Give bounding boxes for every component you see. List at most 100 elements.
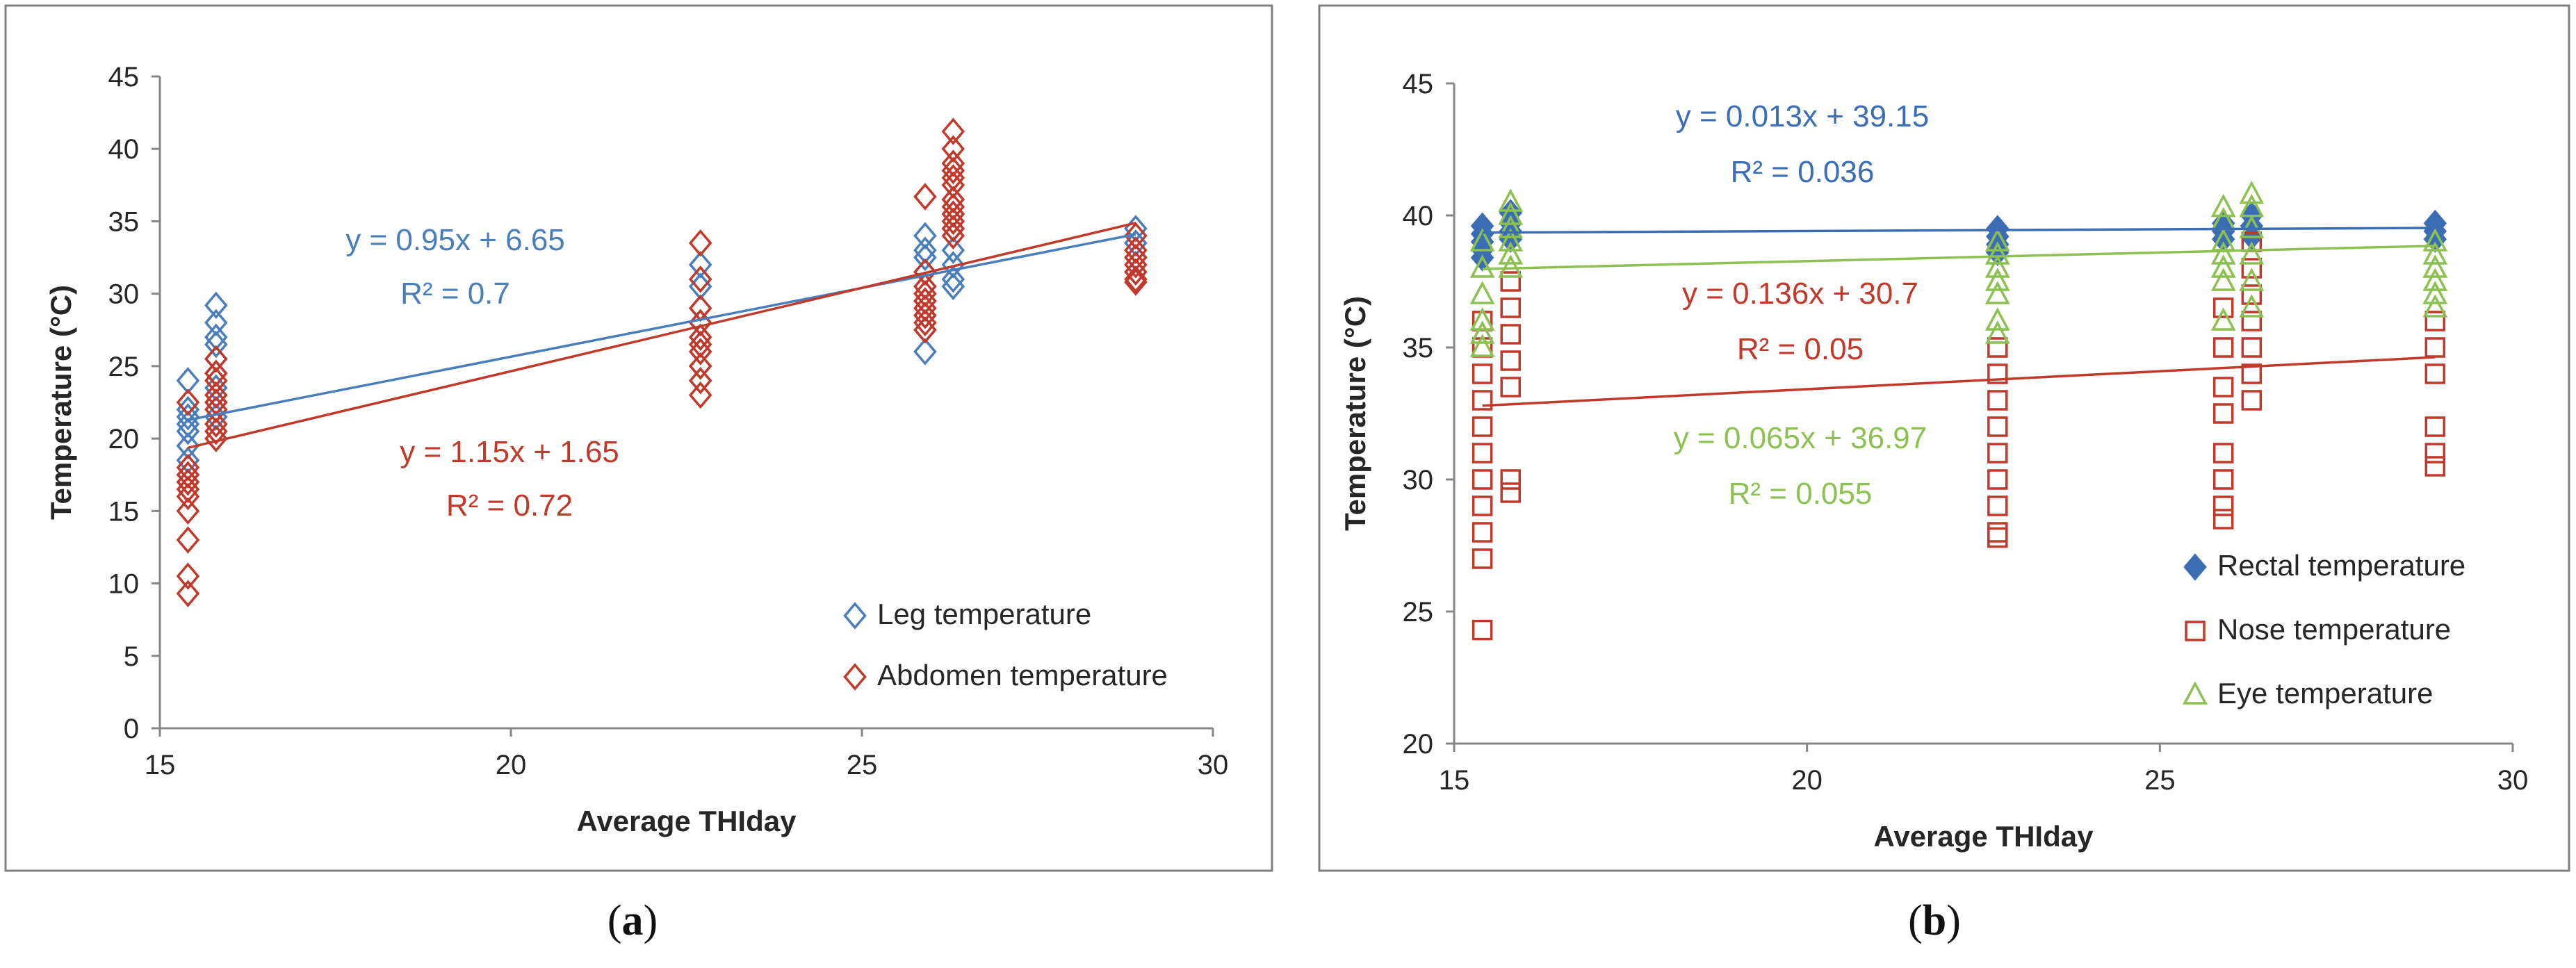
chart-a-point: [204, 395, 228, 424]
chart-a-y-tick-label: 20: [108, 424, 140, 454]
chart-b-y-tick-label: 25: [1403, 597, 1434, 627]
chart-a-point: [204, 309, 228, 337]
chart-a-point: [913, 258, 937, 286]
chart-b-point: [2241, 258, 2263, 279]
chart-a-point: [176, 403, 200, 431]
chart-a-x-tick-label: 15: [145, 750, 176, 780]
chart-a-point: [204, 330, 228, 359]
chart-b-point: [1987, 469, 2008, 490]
chart-b-point: [1500, 271, 1521, 292]
chart-a-point: [176, 432, 200, 460]
chart-a-point: [913, 236, 937, 264]
chart-b-point: [1987, 495, 2008, 516]
chart-b-point: [2239, 180, 2265, 204]
chart-b-point: [1500, 350, 1521, 371]
chart-a-point: [176, 446, 200, 475]
chart-a-point: [913, 183, 937, 211]
chart-b-x-tick-label: 25: [2144, 765, 2176, 796]
chart-b-point: [1984, 268, 2010, 291]
chart-a-point: [204, 425, 228, 452]
chart-b-point: [1472, 363, 1493, 384]
chart-b-point: [1984, 228, 2010, 252]
chart-b-y-tick-label: 40: [1403, 201, 1434, 231]
chart-b-point: [1469, 320, 1495, 344]
chart-b-point: [1500, 297, 1521, 318]
chart-b-point: [2424, 443, 2446, 464]
chart-a-point: [176, 410, 200, 438]
chart-b-point: [2424, 311, 2446, 331]
chart-b-point: [1498, 254, 1524, 278]
chart-a-y-tick-label: 5: [124, 641, 139, 672]
chart-a-point: [688, 265, 712, 293]
chart-a-y-tick-label: 0: [124, 714, 139, 744]
chart-a-legend-marker: [843, 663, 867, 691]
chart-b-trendline: [1482, 227, 2436, 234]
chart-a-point: [941, 215, 965, 243]
chart-b-point: [1987, 443, 2008, 464]
chart-b-x-tick-label: 15: [1439, 765, 1470, 796]
chart-a-point: [176, 526, 200, 554]
chart-a-point: [204, 381, 228, 409]
chart-b-point: [1469, 254, 1495, 278]
chart-a-point: [176, 497, 200, 525]
chart-a-point: [913, 243, 937, 272]
chart-b-point: [2212, 509, 2234, 530]
chart-b-y-tick-label: 20: [1403, 729, 1434, 760]
chart-a-legend-label: Abdomen temperature: [877, 659, 1168, 691]
chart-b-point: [2212, 377, 2234, 397]
chart-b-point: [2241, 363, 2263, 384]
chart-b-point: [2424, 416, 2446, 437]
chart-b-point: [2422, 254, 2448, 278]
chart-a-point: [913, 222, 937, 249]
chart-b-point: [1498, 202, 1524, 225]
chart-b-point: [2424, 363, 2446, 384]
chart-a-point: [1124, 265, 1148, 293]
chart-b-point: [2210, 254, 2236, 278]
chart-a-point: [204, 367, 228, 395]
chart-a-equation: y = 1.15x + 1.65: [400, 435, 619, 469]
chart-b-point: [1984, 241, 2010, 265]
chart-a-point: [176, 417, 200, 445]
chart-a-point: [176, 475, 200, 503]
chart-a-point: [204, 323, 228, 351]
chart-a-point: [913, 309, 937, 337]
chart-a-point: [941, 117, 965, 145]
chart-b-point: [1472, 522, 1493, 543]
chart-a-y-tick-label: 35: [108, 206, 140, 237]
chart-b-point: [2212, 469, 2234, 490]
chart-a-r-squared: R² = 0.72: [446, 489, 573, 523]
chart-b-point: [2239, 268, 2265, 291]
chart-b-point: [2422, 281, 2448, 304]
chart-b-x-tick-label: 30: [2497, 765, 2529, 796]
chart-a-y-tick-label: 45: [108, 62, 140, 92]
panel-label-b: (b): [1908, 897, 1961, 944]
chart-a-point: [913, 294, 937, 322]
chart-b-equation: y = 0.013x + 39.15: [1676, 99, 1930, 133]
chart-b-point: [1498, 241, 1524, 265]
chart-b-point: [2422, 294, 2448, 318]
chart-a-point: [1124, 258, 1148, 286]
chart-a-point: [688, 338, 712, 366]
chart-a-point: [913, 272, 937, 300]
chart-b-r-squared: R² = 0.055: [1729, 477, 1873, 511]
chart-b-point: [2210, 268, 2236, 291]
chart-a-point: [913, 287, 937, 315]
chart-b-point: [1987, 416, 2008, 437]
chart-a-point: [941, 171, 965, 199]
chart-b-point: [2424, 456, 2446, 477]
chart-b-point: [1472, 619, 1493, 641]
chart-a-point: [941, 135, 965, 163]
chart-b-point: [2212, 443, 2234, 464]
chart-a-point: [941, 272, 965, 300]
chart-a-point: [941, 192, 965, 221]
chart-a-point: [204, 291, 228, 320]
chart-a-y-tick-label: 25: [108, 352, 140, 382]
chart-a-point: [941, 251, 965, 279]
chart-b-legend-label: Rectal temperature: [2217, 549, 2465, 582]
chart-a-y-tick-label: 30: [108, 279, 140, 310]
chart-b-legend-marker: [2185, 621, 2206, 641]
chart-b-point: [1987, 363, 2008, 384]
chart-a-point: [941, 200, 965, 228]
